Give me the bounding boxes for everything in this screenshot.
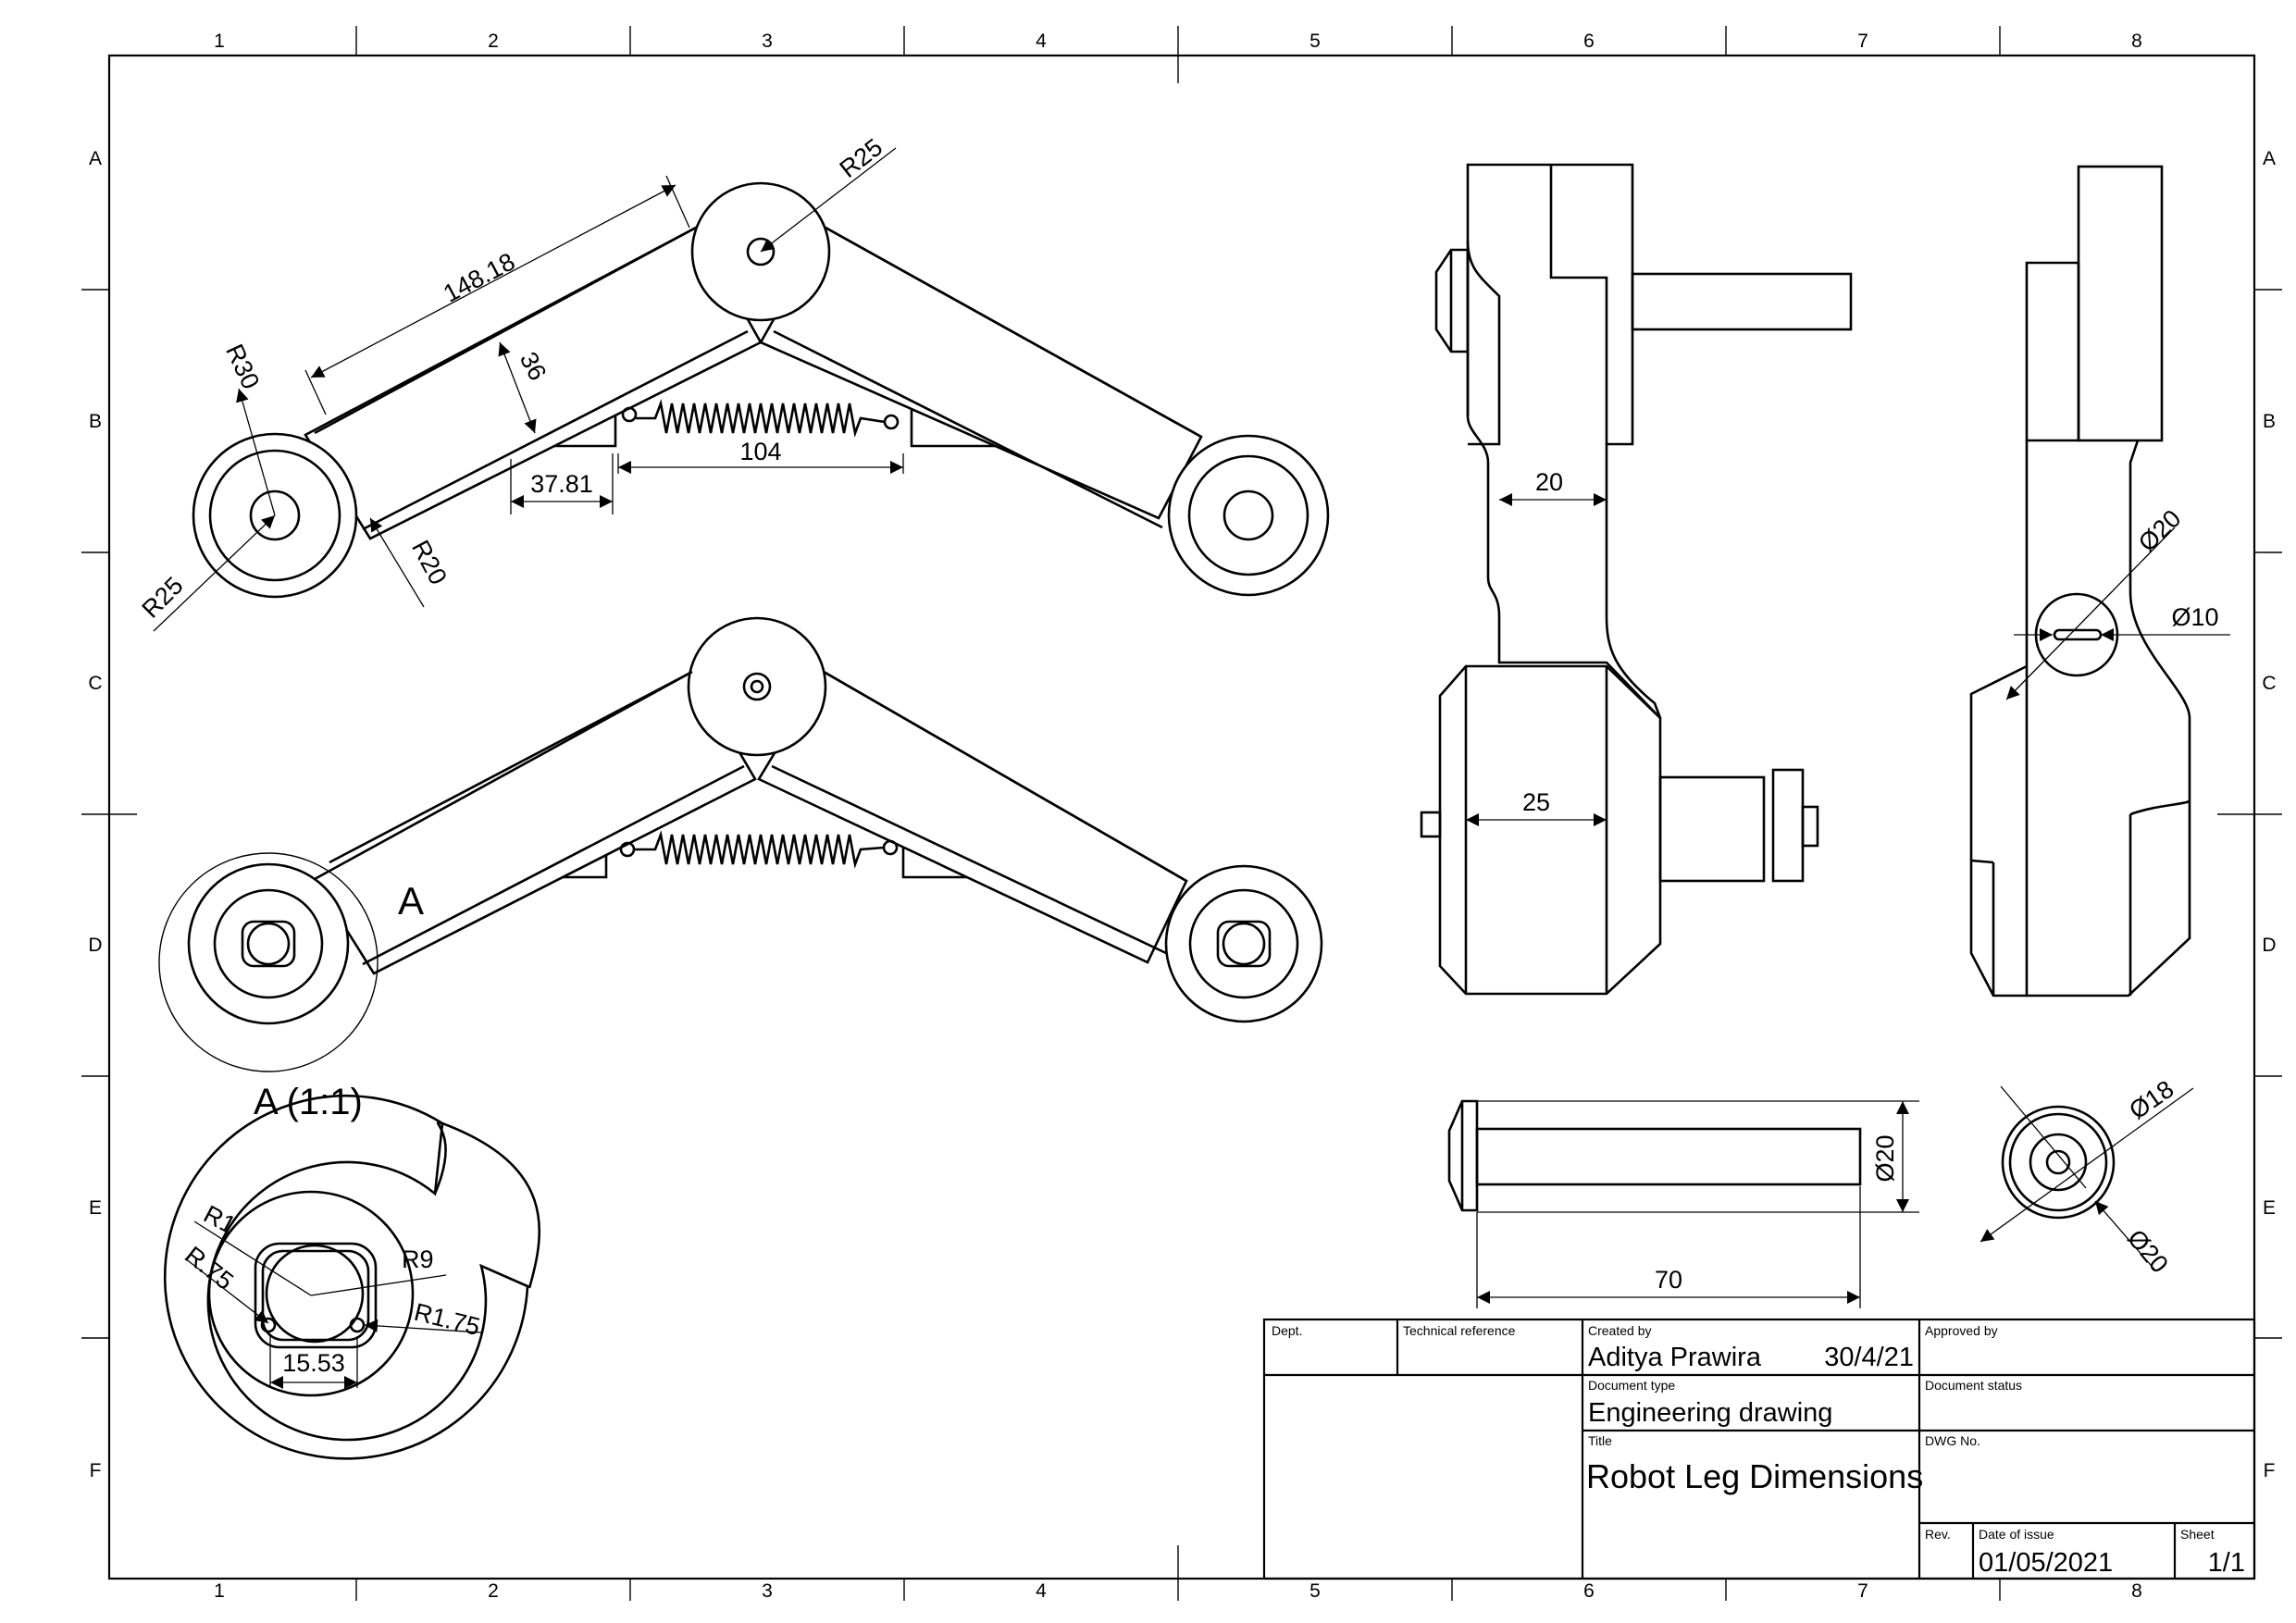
- dim-r9: R9: [402, 1245, 434, 1273]
- dim-width-detail: 15.53: [282, 1349, 345, 1377]
- dim-r1: R1: [199, 1200, 241, 1240]
- dim-neck: 20: [1535, 468, 1563, 496]
- col-label: 8: [2131, 31, 2142, 52]
- dim-bore: Ø20: [2133, 504, 2187, 557]
- label-rev: Rev.: [1925, 1527, 1951, 1542]
- title-block: Dept. Technical reference Created by App…: [1262, 1318, 2256, 1580]
- label-sheet: Sheet: [2180, 1527, 2215, 1542]
- detail-view: A (1:1) R1 R.75 R9 R1.75 15.53: [163, 1082, 540, 1460]
- col-label: 1: [214, 31, 225, 52]
- created-date-value: 30/4/21: [1824, 1343, 1914, 1372]
- front-view: 20 25: [1420, 163, 1853, 996]
- col-label: 7: [1857, 1580, 1868, 1602]
- row-label: E: [2263, 1197, 2276, 1219]
- spring: [619, 830, 899, 869]
- dim-r25-pivot: R25: [835, 133, 888, 183]
- col-label: 4: [1036, 1580, 1047, 1602]
- col-label: 3: [762, 1580, 773, 1602]
- dim-offset: 37.81: [530, 470, 593, 498]
- row-label: F: [90, 1460, 102, 1481]
- label-approved-by: Approved by: [1925, 1323, 1998, 1338]
- col-label: 1: [214, 1580, 225, 1602]
- pin-view: Ø20 70: [1447, 1099, 1919, 1308]
- dim-pin-diameter: Ø20: [1871, 1134, 1899, 1182]
- dim-r175: R1.75: [412, 1298, 483, 1342]
- dim-body: 25: [1522, 788, 1550, 816]
- washer-view: Ø18 Ø20: [1980, 1075, 2194, 1278]
- row-label: D: [88, 935, 102, 956]
- col-label: 5: [1309, 31, 1321, 52]
- drawing-frame: 1 2 3 4 5 6 7 8 1 2 3 4 5 6 7 8 A B C D …: [81, 26, 2282, 1602]
- doc-type-value: Engineering drawing: [1588, 1398, 1832, 1428]
- side-view: Ø20 Ø10: [1969, 165, 2230, 997]
- row-label: B: [89, 411, 102, 432]
- dim-length: 148.18: [439, 247, 519, 307]
- row-label: E: [89, 1197, 102, 1219]
- label-tech-ref: Technical reference: [1403, 1323, 1516, 1338]
- date-value: 01/05/2021: [1979, 1548, 2113, 1578]
- dim-pin-length: 70: [1655, 1266, 1682, 1294]
- row-label: F: [2264, 1460, 2276, 1481]
- row-label: C: [88, 673, 102, 694]
- detail-label: A: [398, 879, 424, 923]
- dim-spring-span: 104: [739, 438, 781, 465]
- label-doc-status: Document status: [1925, 1378, 2022, 1393]
- row-label: A: [2263, 148, 2276, 169]
- label-created-by: Created by: [1588, 1323, 1651, 1338]
- row-label: A: [89, 148, 102, 169]
- dim-washer-outer: Ø18: [2124, 1075, 2178, 1125]
- col-label: 5: [1309, 1580, 1321, 1602]
- label-doc-type: Document type: [1588, 1378, 1675, 1393]
- col-label: 3: [762, 31, 773, 52]
- dim-washer-inner: Ø20: [2122, 1224, 2174, 1278]
- col-label: 4: [1036, 31, 1047, 52]
- detail-title: A (1:1): [254, 1082, 363, 1122]
- col-label: 2: [488, 1580, 499, 1602]
- row-label: D: [2262, 935, 2276, 956]
- sheet-value: 1/1: [2208, 1548, 2245, 1578]
- row-label: B: [2263, 411, 2276, 432]
- dim-r30: R30: [220, 340, 265, 393]
- col-label: 2: [488, 31, 499, 52]
- label-title: Title: [1588, 1433, 1612, 1448]
- col-label: 8: [2131, 1580, 2142, 1602]
- dim-shaft: Ø10: [2171, 603, 2218, 631]
- leg-top-view: 148.18 36 R25 R30 R25 R20 37.81 104: [137, 133, 1330, 632]
- col-label: 6: [1583, 31, 1595, 52]
- label-date: Date of issue: [1979, 1527, 2054, 1542]
- dim-r20: R20: [406, 536, 453, 589]
- row-label: C: [2262, 673, 2276, 694]
- created-by-value: Aditya Prawira: [1588, 1343, 1762, 1372]
- spring: [621, 399, 900, 438]
- label-dwg-no: DWG No.: [1925, 1433, 1980, 1448]
- dim-r25-foot: R25: [137, 572, 189, 624]
- col-label: 6: [1583, 1580, 1595, 1602]
- leg-lower-view: A: [158, 616, 1323, 1072]
- col-label: 7: [1857, 31, 1868, 52]
- title-value: Robot Leg Dimensions: [1586, 1457, 1923, 1495]
- label-dept: Dept.: [1272, 1323, 1302, 1338]
